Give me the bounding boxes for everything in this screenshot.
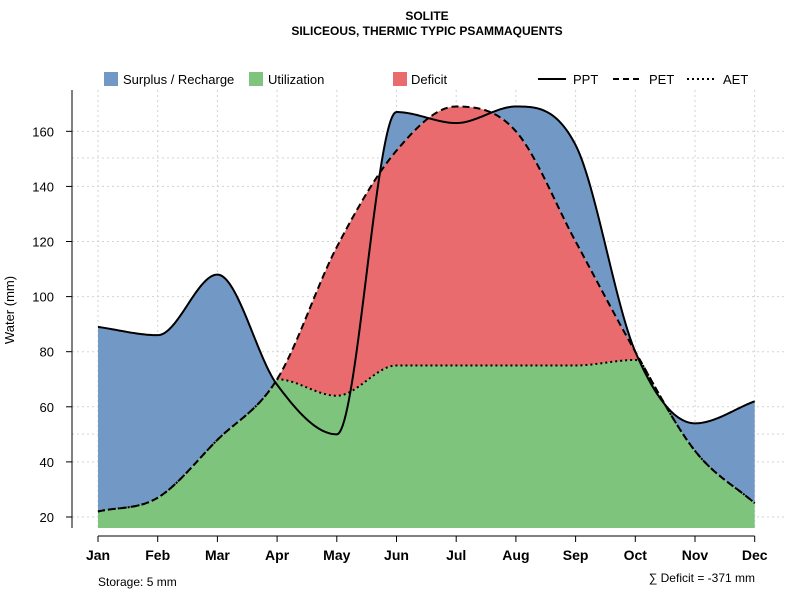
y-axis-label: Water (mm) (2, 276, 17, 344)
x-tick-label-may: May (323, 547, 350, 563)
deficit-annotation: ∑ Deficit = -371 mm (649, 571, 755, 585)
legend-swatch-deficit (393, 72, 407, 86)
x-tick-label-jan: Jan (86, 547, 110, 563)
legend-swatch-utilization (249, 72, 263, 86)
storage-annotation: Storage: 5 mm (98, 575, 177, 589)
x-tick-label-jul: Jul (446, 547, 466, 563)
legend-label-utilization: Utilization (268, 72, 324, 87)
y-tick-label-140: 140 (32, 179, 54, 194)
y-tick-label-60: 60 (40, 400, 54, 415)
legend-label-ppt: PPT (573, 72, 598, 87)
line-layer (97, 105, 756, 513)
x-tick-label-oct: Oct (624, 547, 648, 563)
aet-line (97, 358, 756, 513)
y-tick-label-120: 120 (32, 235, 54, 250)
utilization-area (98, 359, 755, 528)
x-tick-label-mar: Mar (205, 547, 230, 563)
ppt-line (97, 105, 756, 436)
x-tick-label-feb: Feb (145, 547, 170, 563)
legend: Surplus / Recharge Utilization Deficit P… (104, 72, 748, 87)
pet-line (97, 105, 756, 513)
surplus-area (98, 106, 755, 512)
legend-label-pet: PET (649, 72, 674, 87)
x-tick-label-aug: Aug (502, 547, 529, 563)
y-tick-label-20: 20 (40, 510, 54, 525)
x-tick-label-jun: Jun (384, 547, 409, 563)
y-tick-label-40: 40 (40, 455, 54, 470)
x-tick-label-nov: Nov (682, 547, 709, 563)
deficit-area (98, 106, 755, 512)
x-tick-label-apr: Apr (265, 547, 290, 563)
legend-label-deficit: Deficit (411, 72, 448, 87)
legend-label-aet: AET (723, 72, 748, 87)
legend-swatch-surplus (104, 72, 118, 86)
x-tick-label-dec: Dec (742, 547, 768, 563)
y-tick-label-160: 160 (32, 124, 54, 139)
y-tick-label-100: 100 (32, 290, 54, 305)
chart-title: SOLITE (405, 9, 448, 23)
x-tick-label-sep: Sep (563, 547, 589, 563)
axis-layer: 20 40 60 80 100 120 140 160 Jan Feb Mar Apr May Jun Ju… (32, 90, 768, 563)
area-layer (98, 106, 755, 528)
legend-label-surplus: Surplus / Recharge (123, 72, 234, 87)
y-tick-label-80: 80 (40, 345, 54, 360)
chart-subtitle: SILICEOUS, THERMIC TYPIC PSAMMAQUENTS (291, 24, 562, 38)
